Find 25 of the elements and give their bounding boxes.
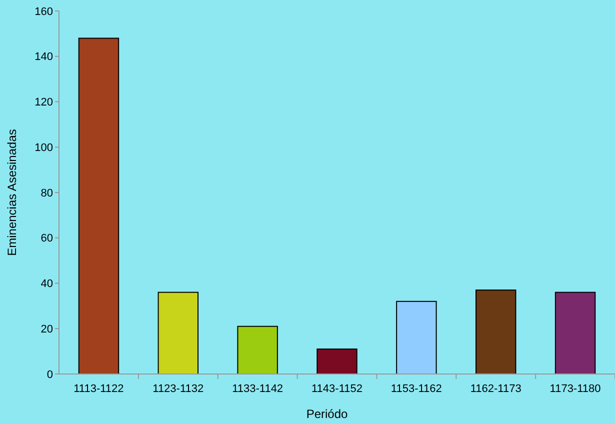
bar: [554, 292, 596, 374]
y-tick-label: 80: [40, 187, 53, 200]
x-tick-label: 1153-1162: [390, 383, 442, 395]
x-tick-label: 1133-1142: [232, 383, 284, 395]
y-tick-label: 140: [34, 51, 53, 64]
y-tick-label: 100: [34, 142, 53, 154]
bar: [158, 292, 198, 374]
x-tick-label: 1113-1122: [74, 383, 124, 395]
bar: [78, 38, 120, 374]
y-tick-label: 160: [34, 6, 53, 18]
y-tick-label: 20: [40, 323, 53, 336]
y-tick-label: 60: [40, 232, 53, 245]
bar: [396, 300, 437, 374]
y-tick-label: 40: [40, 278, 53, 290]
y-axis-title: Eminencias Asesinadas: [5, 129, 19, 256]
bar: [237, 326, 278, 374]
x-axis-title: Periódo: [306, 407, 348, 421]
y-tick-label: 0: [46, 368, 53, 381]
x-tick-label: 1162-1173: [470, 383, 522, 395]
bar: [476, 290, 516, 374]
bar: [316, 348, 358, 374]
x-tick-label: 1143-1152: [312, 383, 362, 395]
x-tick-label: 1123-1132: [152, 383, 204, 395]
x-tick-label: 1173-1180: [550, 383, 601, 395]
y-tick-label: 120: [34, 96, 53, 109]
